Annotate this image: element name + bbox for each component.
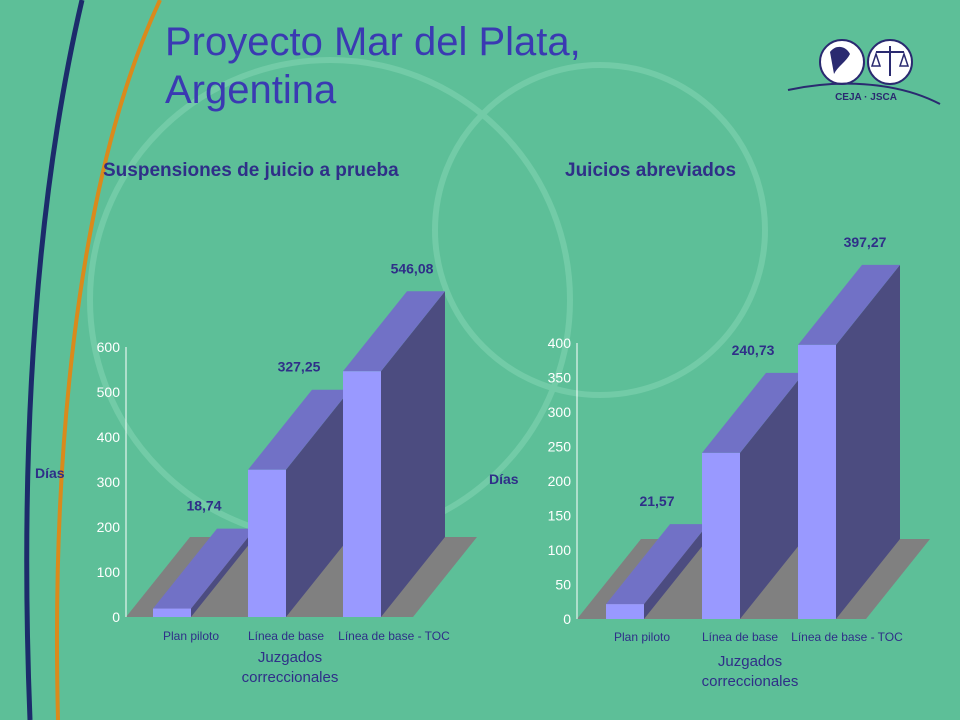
bar-side <box>836 264 900 619</box>
bar-top <box>702 372 804 453</box>
x-tick-label: Línea de base <box>702 630 778 644</box>
y-tick-label: 300 <box>97 474 121 490</box>
y-tick-label: 50 <box>555 577 571 593</box>
bar <box>606 604 644 619</box>
chart-1-title: Suspensiones de juicio a prueba <box>103 160 399 181</box>
x-tick-label: Línea de base - TOC <box>338 629 450 643</box>
bar-side <box>740 372 804 619</box>
x-axis-label: Juzgados <box>258 649 322 666</box>
left-swoosh-navy <box>24 0 85 720</box>
y-tick-label: 250 <box>548 439 572 455</box>
bar-top <box>606 524 708 605</box>
y-tick-label: 150 <box>548 508 572 524</box>
y-tick-label: 0 <box>563 611 571 627</box>
bar-side <box>381 291 445 617</box>
chart-2-title: Juicios abreviados <box>565 160 737 181</box>
ceja-jsca-logo: CEJA · JSCA <box>787 39 941 105</box>
data-label: 18,74 <box>186 498 221 514</box>
y-tick-label: 400 <box>548 335 572 351</box>
x-axis-label: correccionales <box>242 669 339 686</box>
y-tick-label: 0 <box>112 609 120 625</box>
bar-top <box>248 389 350 470</box>
logo-text: CEJA · JSCA <box>835 92 897 103</box>
bar-top <box>343 291 445 372</box>
data-label: 240,73 <box>732 342 775 358</box>
y-tick-label: 200 <box>97 519 121 535</box>
data-label: 546,08 <box>391 260 434 276</box>
y-tick-label: 100 <box>548 542 572 558</box>
bar <box>343 371 381 617</box>
x-axis-label: Juzgados <box>718 653 782 670</box>
bar <box>798 344 836 619</box>
bar <box>248 469 286 617</box>
y-tick-label: 500 <box>97 384 121 400</box>
y-axis-label: Días <box>35 465 65 481</box>
bar-side <box>286 389 350 617</box>
x-axis-label: correccionales <box>702 673 799 690</box>
x-tick-label: Línea de base <box>248 629 324 643</box>
watermark-scales <box>432 62 768 398</box>
left-swoosh-orange <box>55 0 162 720</box>
y-tick-label: 600 <box>97 339 121 355</box>
bar-top <box>153 528 255 609</box>
data-label: 327,25 <box>278 359 321 375</box>
x-tick-label: Plan piloto <box>614 630 670 644</box>
bar-side <box>644 524 708 619</box>
x-tick-label: Plan piloto <box>163 629 219 643</box>
y-axis-label: Días <box>489 471 519 487</box>
y-tick-label: 200 <box>548 473 572 489</box>
y-tick-label: 100 <box>97 564 121 580</box>
x-tick-label: Línea de base - TOC <box>791 630 903 644</box>
bar <box>153 608 191 617</box>
y-tick-label: 300 <box>548 404 572 420</box>
bar <box>702 452 740 619</box>
bar-side <box>191 528 255 617</box>
data-label: 21,57 <box>639 493 674 509</box>
y-tick-label: 350 <box>548 370 572 386</box>
data-label: 397,27 <box>844 234 887 250</box>
y-tick-label: 400 <box>97 429 121 445</box>
bar-top <box>798 264 900 345</box>
slide-title: Proyecto Mar del Plata, Argentina <box>165 20 581 112</box>
